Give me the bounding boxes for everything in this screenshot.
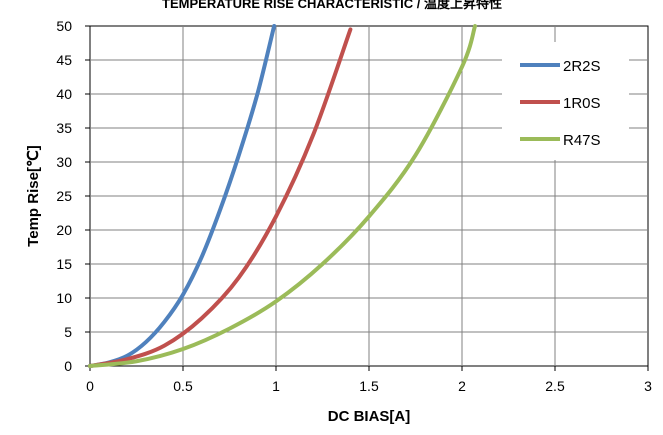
y-tick-label: 50 <box>56 18 72 34</box>
y-tick-label: 5 <box>64 324 72 340</box>
y-tick-label: 40 <box>56 86 72 102</box>
legend-label-1r0s: 1R0S <box>563 95 601 112</box>
x-tick-label: 3 <box>644 378 652 394</box>
x-tick-label: 1 <box>272 378 280 394</box>
y-tick-label: 30 <box>56 154 72 170</box>
y-tick-label: 0 <box>64 358 72 374</box>
series-line-2r2s <box>88 24 277 368</box>
y-tick-label: 25 <box>56 188 72 204</box>
legend: 2R2S 1R0S R47S <box>502 42 629 160</box>
series-lines <box>88 24 478 368</box>
y-tick-label: 15 <box>56 256 72 272</box>
x-tick-label: 1.5 <box>359 378 379 394</box>
x-tick-label: 0 <box>86 378 94 394</box>
x-tick-label: 2.5 <box>545 378 565 394</box>
y-axis-label: Temp Rise[℃] <box>25 145 42 247</box>
y-tick-label: 10 <box>56 290 72 306</box>
chart-title: TEMPERATURE RISE CHARACTERISTIC / 温度上昇特性 <box>162 0 502 11</box>
x-tick-label: 0.5 <box>173 378 193 394</box>
legend-label-2r2s: 2R2S <box>563 58 601 75</box>
y-tick-label: 20 <box>56 222 72 238</box>
series-line-1r0s <box>88 27 353 368</box>
x-axis-label: DC BIAS[A] <box>328 408 411 425</box>
chart-title-group: TEMPERATURE RISE CHARACTERISTIC / 温度上昇特性 <box>162 0 502 11</box>
series-line-r47s <box>88 24 478 368</box>
grid-lines <box>90 26 648 366</box>
legend-label-r47s: R47S <box>563 132 601 149</box>
y-tick-label: 45 <box>56 52 72 68</box>
x-tick-label: 2 <box>458 378 466 394</box>
y-tick-label: 35 <box>56 120 72 136</box>
